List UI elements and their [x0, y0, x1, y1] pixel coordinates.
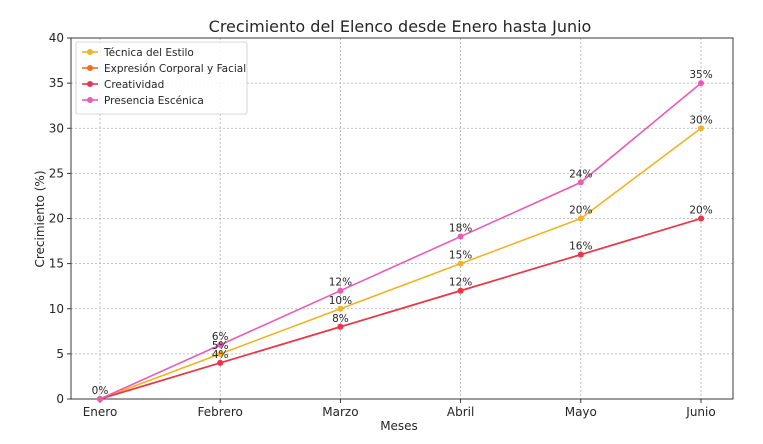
y-tick-label: 10: [49, 302, 64, 316]
y-tick-label: 30: [49, 121, 64, 135]
data-label: 4%: [212, 349, 229, 361]
data-point: [457, 260, 464, 267]
data-label: 20%: [689, 205, 712, 217]
legend-entry: Presencia Escénica: [104, 95, 204, 107]
data-label: 12%: [329, 277, 352, 289]
series-points: [97, 80, 704, 402]
data-label: 12%: [449, 277, 472, 289]
data-label: 5%: [212, 340, 229, 352]
data-point: [337, 323, 344, 330]
legend-frame: [75, 41, 248, 115]
data-label: 30%: [689, 114, 712, 126]
y-tick-label: 15: [49, 257, 64, 271]
y-ticks: 0 5 10 15 20 25 30 35 40: [49, 31, 71, 406]
data-point: [217, 341, 224, 348]
data-point: [217, 359, 224, 366]
legend-swatch-marker: [87, 49, 93, 55]
legend-entry: Expresión Corporal y Facial: [104, 63, 246, 75]
data-point: [577, 179, 584, 186]
y-tick-label: 5: [56, 347, 64, 361]
x-tick-label: Marzo: [322, 405, 358, 419]
x-axis-label: Meses: [380, 419, 418, 433]
data-label: 20%: [569, 205, 592, 217]
legend-entry: Creatividad: [104, 79, 164, 91]
data-labels: 5% 10% 15% 20% 30% 4% 8% 12% 16% 20% 0% 6% 12% 18% 24%…: [92, 69, 713, 397]
x-tick-label: Enero: [83, 405, 118, 419]
x-ticks: Enero Febrero Marzo Abril Mayo Junio: [83, 399, 716, 419]
data-label: 18%: [449, 223, 472, 235]
legend-swatch-marker: [87, 65, 93, 71]
y-tick-label: 20: [49, 212, 64, 226]
data-point: [698, 80, 704, 87]
data-point: [698, 125, 704, 132]
x-tick-label: Mayo: [565, 405, 597, 419]
series-line: [99, 82, 702, 400]
series-lines: [99, 82, 702, 400]
data-label: 16%: [569, 241, 592, 253]
y-tick-label: 25: [49, 166, 64, 180]
legend-entry: Técnica del Estilo: [103, 47, 194, 59]
x-tick-label: Abril: [447, 405, 474, 419]
data-point: [337, 287, 344, 294]
data-label: 24%: [569, 168, 592, 180]
series-line: [99, 217, 702, 400]
data-label: 8%: [332, 313, 349, 325]
y-tick-label: 0: [56, 392, 64, 406]
data-point: [577, 215, 584, 222]
data-label: 10%: [329, 295, 352, 307]
chart-title: Crecimiento del Elenco desde Enero hasta…: [209, 17, 592, 36]
legend: Técnica del Estilo Expresión Corporal y F…: [75, 41, 248, 115]
x-tick-label: Junio: [685, 405, 715, 419]
data-label: 35%: [689, 69, 712, 81]
data-point: [457, 233, 464, 240]
data-label: 0%: [92, 385, 109, 397]
legend-swatch-marker: [87, 97, 93, 103]
data-label: 15%: [449, 250, 472, 262]
data-point: [337, 305, 344, 312]
data-point: [457, 287, 464, 294]
data-point: [577, 251, 584, 258]
y-tick-label: 35: [49, 76, 64, 90]
data-label: 6%: [212, 331, 229, 343]
y-axis-label: Crecimiento (%): [33, 170, 47, 267]
data-point: [97, 396, 103, 402]
data-point: [217, 350, 224, 357]
data-point: [698, 215, 704, 222]
x-tick-label: Febrero: [198, 405, 243, 419]
series-line: [99, 127, 702, 400]
legend-swatch-marker: [87, 81, 93, 87]
y-tick-label: 40: [49, 31, 64, 45]
